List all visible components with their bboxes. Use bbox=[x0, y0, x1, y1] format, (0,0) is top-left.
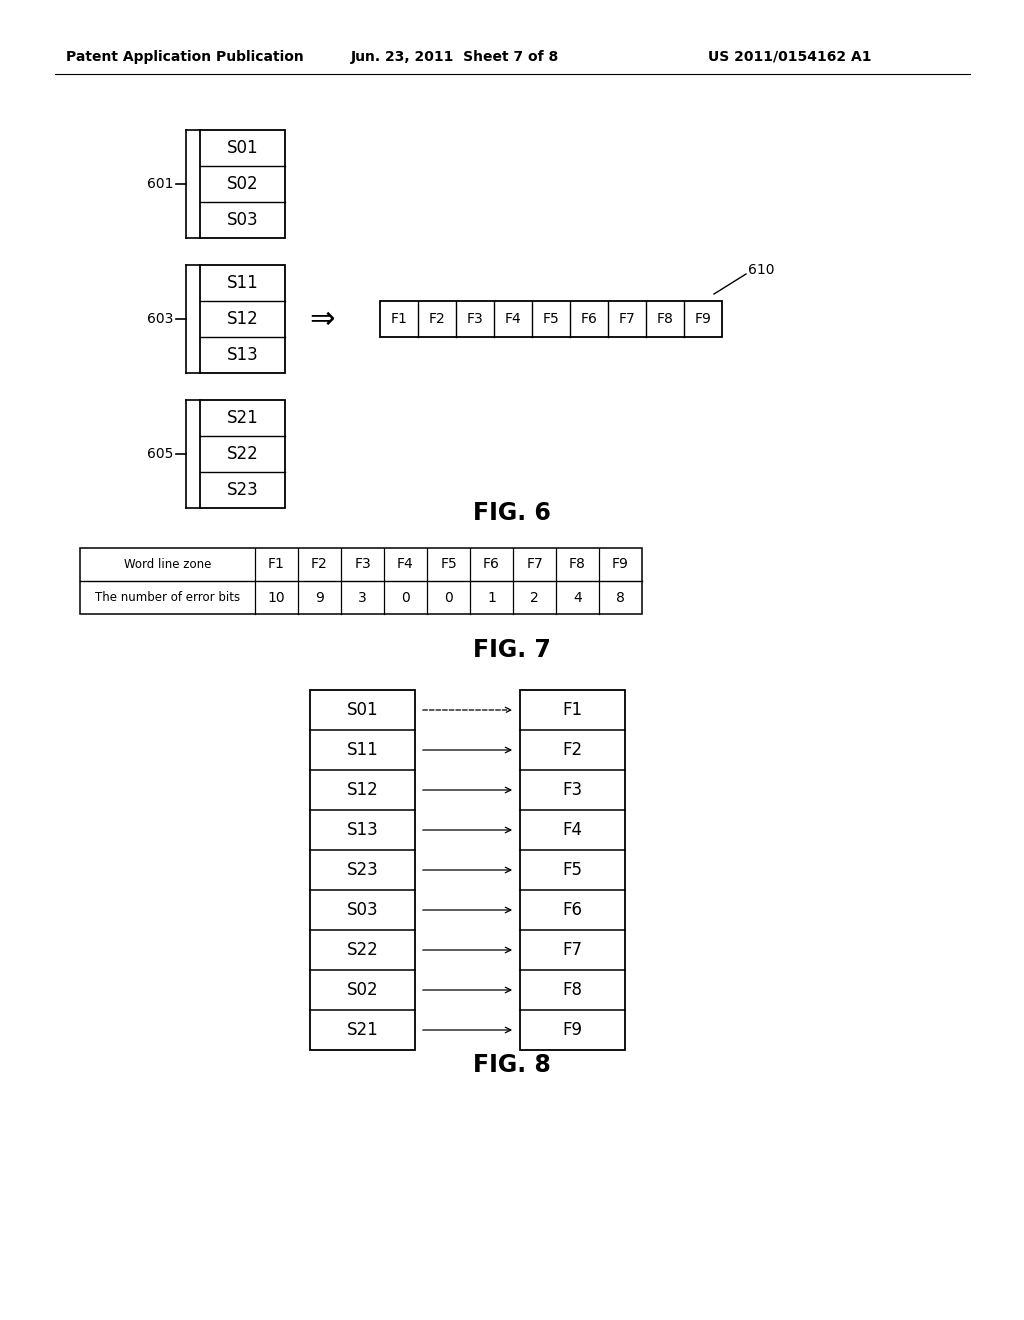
Text: S11: S11 bbox=[226, 275, 258, 292]
Text: 3: 3 bbox=[358, 590, 367, 605]
Text: S03: S03 bbox=[226, 211, 258, 228]
Text: S02: S02 bbox=[347, 981, 378, 999]
Text: S12: S12 bbox=[347, 781, 379, 799]
Text: S03: S03 bbox=[347, 902, 378, 919]
Text: F7: F7 bbox=[618, 312, 635, 326]
Text: S13: S13 bbox=[347, 821, 379, 840]
Text: F5: F5 bbox=[440, 557, 457, 572]
Text: S12: S12 bbox=[226, 310, 258, 327]
Text: F7: F7 bbox=[562, 941, 583, 960]
Text: S23: S23 bbox=[347, 861, 379, 879]
Text: S11: S11 bbox=[347, 741, 379, 759]
Text: F3: F3 bbox=[562, 781, 583, 799]
Text: F5: F5 bbox=[543, 312, 559, 326]
Text: FIG. 7: FIG. 7 bbox=[473, 638, 551, 663]
Text: F6: F6 bbox=[562, 902, 583, 919]
Bar bbox=[80, 548, 642, 614]
Bar bbox=[200, 129, 285, 238]
Text: 605: 605 bbox=[146, 447, 173, 461]
Text: ⇒: ⇒ bbox=[309, 305, 335, 334]
Text: F6: F6 bbox=[483, 557, 500, 572]
Text: F1: F1 bbox=[562, 701, 583, 719]
Text: The number of error bits: The number of error bits bbox=[95, 591, 240, 605]
Bar bbox=[520, 690, 625, 1049]
Text: F4: F4 bbox=[505, 312, 521, 326]
Text: 0: 0 bbox=[444, 590, 453, 605]
Text: S13: S13 bbox=[226, 346, 258, 364]
Text: F4: F4 bbox=[562, 821, 583, 840]
Text: US 2011/0154162 A1: US 2011/0154162 A1 bbox=[709, 50, 871, 63]
Text: F4: F4 bbox=[397, 557, 414, 572]
Text: F1: F1 bbox=[390, 312, 408, 326]
Bar bbox=[200, 400, 285, 508]
Text: F5: F5 bbox=[562, 861, 583, 879]
Text: 610: 610 bbox=[748, 263, 774, 277]
Text: F8: F8 bbox=[656, 312, 674, 326]
Text: 603: 603 bbox=[146, 312, 173, 326]
Bar bbox=[200, 265, 285, 374]
Text: FIG. 8: FIG. 8 bbox=[473, 1053, 551, 1077]
Text: F3: F3 bbox=[354, 557, 371, 572]
Bar bbox=[310, 690, 415, 1049]
Text: 4: 4 bbox=[573, 590, 582, 605]
Text: Jun. 23, 2011  Sheet 7 of 8: Jun. 23, 2011 Sheet 7 of 8 bbox=[351, 50, 559, 63]
Text: S22: S22 bbox=[347, 941, 379, 960]
Text: S01: S01 bbox=[226, 139, 258, 157]
Text: 10: 10 bbox=[267, 590, 286, 605]
Text: S21: S21 bbox=[226, 409, 258, 426]
Text: S22: S22 bbox=[226, 445, 258, 463]
Text: Word line zone: Word line zone bbox=[124, 558, 211, 572]
Text: 9: 9 bbox=[315, 590, 324, 605]
Text: F8: F8 bbox=[569, 557, 586, 572]
Text: Patent Application Publication: Patent Application Publication bbox=[67, 50, 304, 63]
Text: F9: F9 bbox=[694, 312, 712, 326]
Text: S01: S01 bbox=[347, 701, 378, 719]
Text: 601: 601 bbox=[146, 177, 173, 191]
Text: F6: F6 bbox=[581, 312, 597, 326]
Text: 0: 0 bbox=[401, 590, 410, 605]
Text: F8: F8 bbox=[562, 981, 583, 999]
Text: 8: 8 bbox=[616, 590, 625, 605]
Bar bbox=[380, 301, 722, 337]
Text: FIG. 6: FIG. 6 bbox=[473, 502, 551, 525]
Text: F9: F9 bbox=[562, 1020, 583, 1039]
Text: F9: F9 bbox=[612, 557, 629, 572]
Text: S02: S02 bbox=[226, 176, 258, 193]
Text: F2: F2 bbox=[311, 557, 328, 572]
Text: F2: F2 bbox=[562, 741, 583, 759]
Text: 1: 1 bbox=[487, 590, 496, 605]
Text: 2: 2 bbox=[530, 590, 539, 605]
Text: S21: S21 bbox=[347, 1020, 379, 1039]
Text: F3: F3 bbox=[467, 312, 483, 326]
Text: F7: F7 bbox=[526, 557, 543, 572]
Text: F2: F2 bbox=[429, 312, 445, 326]
Text: S23: S23 bbox=[226, 480, 258, 499]
Text: F1: F1 bbox=[268, 557, 285, 572]
